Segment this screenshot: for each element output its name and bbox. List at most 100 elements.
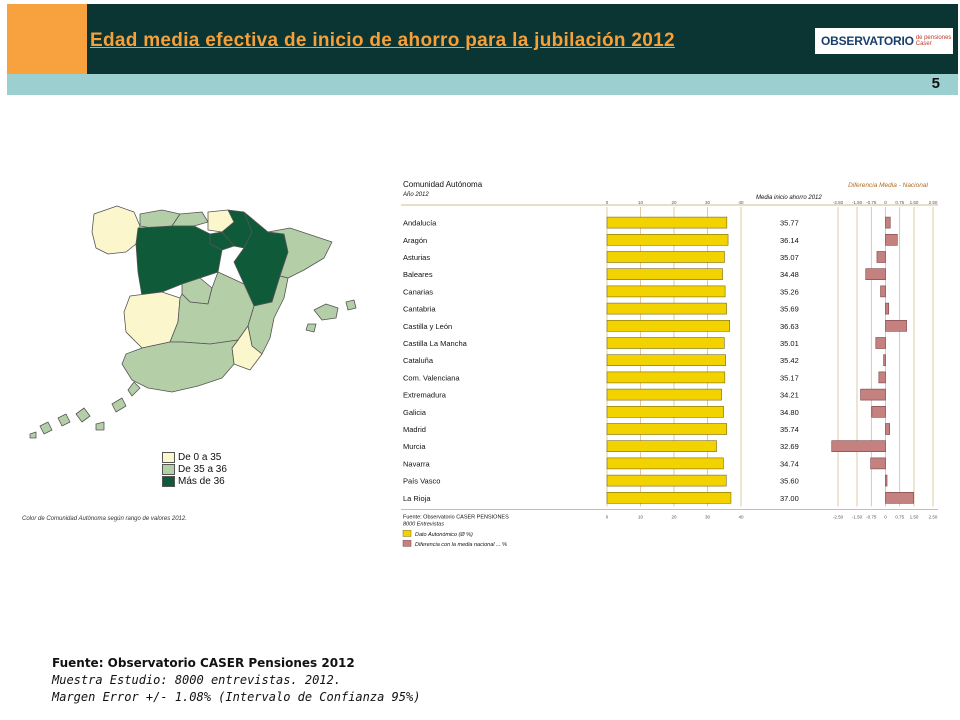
chart-subtitle: Año 2012 [402,192,429,198]
diff-tick-label-top: -0.75 [866,200,877,205]
value-bar [606,388,722,401]
value-bar [606,268,723,280]
value-bar [606,423,728,435]
category-label: Murcia [403,442,426,451]
value-label: 35.26 [780,287,799,296]
category-label: Com. Valenciana [403,373,460,382]
value-bar [606,337,725,349]
value-label: 32.69 [780,442,799,451]
value-tick-label-top: 10 [638,200,644,205]
legend-item: De 0 a 35 [162,451,227,463]
value-bar [606,302,727,315]
value-label: 34.21 [780,391,799,400]
category-label: Canarias [403,287,433,296]
value-label: 34.74 [780,459,799,468]
diff-bar [865,268,886,280]
chart-source-sample: 8000 Entrevistas [403,521,444,527]
value-bar [606,457,724,470]
values-column-label: Media inicio ahorro 2012 [756,195,822,201]
legend-label: De 35 a 36 [178,463,227,475]
diff-column-label: Diferencia Media - Nacional [848,182,928,189]
source-line-margin: Margen Error +/- 1.08% (Intervalo de Con… [52,690,421,704]
value-bar [606,216,728,229]
diff-tick-label-top: -2.50 [833,200,844,205]
diff-bar [885,216,891,229]
value-tick-label-top: 40 [738,200,744,205]
source-line-sample: Muestra Estudio: 8000 entrevistas. 2012. [52,673,341,687]
page-title: Edad media efectiva de inicio de ahorro … [90,30,675,51]
observatorio-logo: OBSERVATORIO de pensiones Caser [815,28,953,54]
logo-subtext: de pensiones Caser [915,35,952,47]
legend-item: Más de 36 [162,475,227,487]
source-block: Fuente: Observatorio CASER Pensiones 201… [52,655,420,706]
value-bar [606,251,725,263]
value-label: 35.01 [780,339,799,348]
value-tick-label-bottom: 10 [638,514,644,519]
map-region-castilla-leon [135,225,223,297]
value-bar [606,354,726,366]
value-bar [606,285,726,298]
diff-tick-label-bottom: -1.50 [852,514,863,519]
diff-bar [883,354,886,366]
chart-title: Comunidad Autónoma [403,180,483,189]
map-region-baleares [305,299,357,333]
header-teal-bar [7,74,958,95]
value-label: 35.42 [780,356,799,365]
spain-map [29,205,357,439]
diff-tick-label-top: 0.75 [895,200,904,205]
source-title: Fuente: Observatorio CASER Pensiones 201… [52,656,355,670]
diff-bar [878,371,886,384]
category-label: Navarra [403,459,431,468]
value-label: 35.69 [780,305,799,314]
legend-label-diff: Diferencia con la media nacional ... % [415,542,507,548]
category-label: Extremadura [403,391,447,400]
value-tick-label-bottom: 40 [738,514,744,519]
map-region-cantabria [171,211,209,227]
diff-tick-label-bottom: -2.50 [833,514,844,519]
map-region-galicia [91,205,141,255]
category-label: Asturias [403,253,430,262]
diff-bar [885,302,890,315]
page-number: 5 [931,75,940,92]
diff-bar [885,423,890,435]
diff-tick-label-bottom: -0.75 [866,514,877,519]
category-label: Castilla La Mancha [403,339,468,348]
map-legend: De 0 a 35 De 35 a 36 Más de 36 [162,451,227,487]
diff-bar [831,440,886,453]
diff-bar [860,388,886,401]
diff-bar [875,337,886,349]
value-label: 36.63 [780,322,799,331]
category-label: Cantabria [403,305,436,314]
value-tick-label-top: 30 [705,200,711,205]
region-chart: Comunidad Autónoma Año 2012 Media inicio a… [401,180,938,548]
value-bar [606,371,726,384]
value-tick-label-bottom: 0 [606,514,609,519]
diff-tick-label-top: 2.50 [929,200,938,205]
legend-label: Más de 36 [178,475,225,487]
legend-swatch-values [402,530,412,537]
value-label: 35.17 [780,373,799,382]
value-tick-label-bottom: 30 [705,514,711,519]
value-bar [606,440,717,453]
map-region-canarias [29,381,141,439]
category-label: Baleares [403,270,433,279]
value-bar [606,406,724,418]
category-label: Cataluña [403,356,434,365]
value-bar [606,474,727,487]
category-label: La Rioja [403,494,431,503]
diff-tick-label-bottom: 0 [884,514,887,519]
map-region-andalucia [121,339,239,393]
category-label: Madrid [403,425,426,434]
value-bar [606,320,731,332]
value-label: 35.77 [780,219,799,228]
category-label: Galicia [403,408,427,417]
category-label: País Vasco [403,477,440,486]
diff-tick-label-bottom: 2.50 [929,514,938,519]
value-tick-label-bottom: 20 [671,514,677,519]
value-tick-label-top: 0 [606,200,609,205]
diff-tick-label-top: 1.50 [910,200,919,205]
map-note: Color de Comunidad Autónoma según rango … [22,516,187,522]
value-label: 37.00 [780,494,799,503]
value-label: 36.14 [780,236,799,245]
diff-bar [885,320,907,332]
